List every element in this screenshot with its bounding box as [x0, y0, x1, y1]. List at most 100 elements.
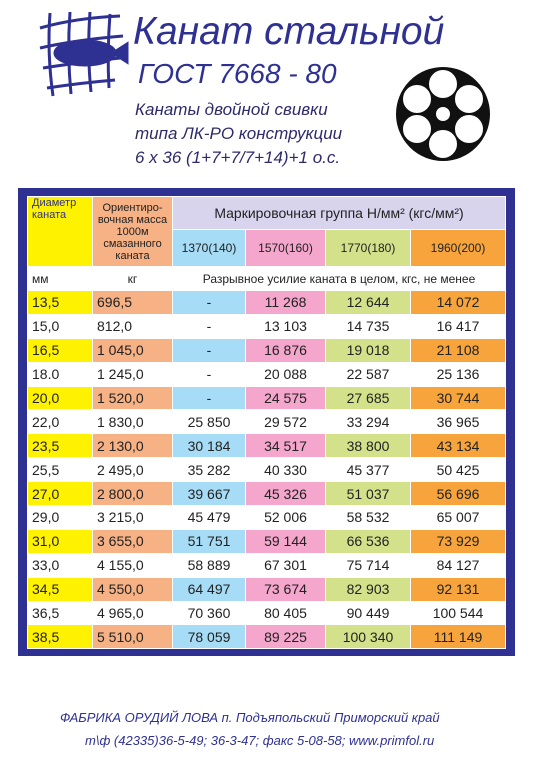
- force-cell: 14 735: [325, 313, 411, 339]
- size-cell: 29,0: [27, 505, 93, 530]
- force-cell: 19 018: [325, 337, 411, 363]
- force-cell: 100 544: [410, 600, 506, 626]
- size-cell: 13,5: [27, 290, 93, 315]
- size-cell: 18.0: [27, 361, 93, 387]
- size-cell: 1 830,0: [92, 409, 173, 435]
- footer-line: ФАБРИКА ОРУДИЙ ЛОВА п. Подъяпольский При…: [60, 710, 440, 725]
- force-cell: 84 127: [410, 552, 506, 578]
- size-cell: 25,5: [27, 457, 93, 483]
- grade-header: 1960(200): [410, 229, 506, 267]
- size-cell: 1 245,0: [92, 361, 173, 387]
- force-cell: 89 225: [245, 624, 326, 650]
- force-cell: 51 037: [325, 481, 411, 507]
- force-cell: -: [172, 313, 246, 339]
- size-cell: 16,5: [27, 337, 93, 363]
- table-row: 13,5 696,5-11 268 12 644 14 072: [27, 290, 506, 315]
- description-line: типа ЛК-РО конструкции: [135, 124, 343, 143]
- force-cell: 16 876: [245, 337, 326, 363]
- unit-cell: кг: [92, 266, 173, 291]
- table-row: 31,0 3 655,0 51 751 59 144 66 536 73 929: [27, 528, 506, 554]
- force-cell: -: [172, 385, 246, 411]
- description: Канаты двойной свивки типа ЛК-РО констру…: [135, 98, 342, 170]
- grade-header: 1370(140): [172, 229, 246, 267]
- force-cell: 65 007: [410, 505, 506, 530]
- force-cell: 78 059: [172, 624, 246, 650]
- force-cell: 25 850: [172, 409, 246, 435]
- title: Канат стальной: [133, 10, 445, 53]
- force-cell: 24 575: [245, 385, 326, 411]
- force-cell: 111 149: [410, 624, 506, 650]
- size-cell: 1 045,0: [92, 337, 173, 363]
- force-cell: 27 685: [325, 385, 411, 411]
- force-cell: 35 282: [172, 457, 246, 483]
- force-cell: 73 674: [245, 576, 326, 602]
- size-cell: 23,5: [27, 433, 93, 459]
- footer-line: т\ф (42335)36-5-49; 36-3-47; факс 5-08-5…: [85, 733, 435, 748]
- table-row: 34,5 4 550,0 64 497 73 674 82 903 92 131: [27, 576, 506, 602]
- unit-cell: Разрывное усилие каната в целом, кгс, не…: [172, 266, 506, 291]
- size-cell: 36,5: [27, 600, 93, 626]
- table-row: 27,0 2 800,0 39 667 45 326 51 037 56 696: [27, 481, 506, 507]
- force-cell: 45 326: [245, 481, 326, 507]
- force-cell: 38 800: [325, 433, 411, 459]
- force-cell: 25 136: [410, 361, 506, 387]
- force-cell: 21 108: [410, 337, 506, 363]
- force-cell: 70 360: [172, 600, 246, 626]
- description-line: Канаты двойной свивки: [135, 100, 328, 119]
- table-row: 33,0 4 155,0 58 889 67 301 75 714 84 127: [27, 552, 506, 578]
- force-cell: 92 131: [410, 576, 506, 602]
- force-cell: -: [172, 361, 246, 387]
- size-cell: 696,5: [92, 290, 173, 315]
- logo: [39, 11, 129, 97]
- table-row: 29,0 3 215,0 45 479 52 006 58 532 65 007: [27, 505, 506, 530]
- force-cell: 80 405: [245, 600, 326, 626]
- size-cell: 2 130,0: [92, 433, 173, 459]
- size-cell: 3 215,0: [92, 505, 173, 530]
- force-cell: 20 088: [245, 361, 326, 387]
- size-cell: 20,0: [27, 385, 93, 411]
- force-cell: 43 134: [410, 433, 506, 459]
- force-cell: 11 268: [245, 290, 326, 315]
- force-cell: 29 572: [245, 409, 326, 435]
- grade-header: 1770(180): [325, 229, 411, 267]
- force-cell: 33 294: [325, 409, 411, 435]
- force-cell: 56 696: [410, 481, 506, 507]
- force-cell: -: [172, 290, 246, 315]
- size-cell: 2 495,0: [92, 457, 173, 483]
- table-row: 16,5 1 045,0-16 876 19 018 21 108: [27, 337, 506, 363]
- size-cell: 15,0: [27, 313, 93, 339]
- force-cell: 12 644: [325, 290, 411, 315]
- force-cell: 45 377: [325, 457, 411, 483]
- force-cell: 30 184: [172, 433, 246, 459]
- size-cell: 5 510,0: [92, 624, 173, 650]
- header-cell: Ориентиро-вочная масса 1000м смазанного …: [92, 196, 173, 267]
- force-cell: 40 330: [245, 457, 326, 483]
- force-cell: 16 417: [410, 313, 506, 339]
- force-cell: 73 929: [410, 528, 506, 554]
- standard: ГОСТ 7668 - 80: [138, 58, 337, 89]
- table-row: 18.0 1 245,0-20 088 22 587 25 136: [27, 361, 506, 387]
- spec-table: Диаметр каната Ориентиро-вочная масса 100…: [27, 196, 506, 650]
- force-cell: 82 903: [325, 576, 411, 602]
- header-cell: Диаметр каната: [27, 196, 93, 267]
- table-row: 20,0 1 520,0-24 575 27 685 30 744: [27, 385, 506, 411]
- force-cell: 39 667: [172, 481, 246, 507]
- size-cell: 34,5: [27, 576, 93, 602]
- table-row: мм кг Разрывное усилие каната в целом, кгс…: [27, 266, 506, 291]
- table-row: 36,5 4 965,0 70 360 80 405 90 449 100 544: [27, 600, 506, 626]
- size-cell: 4 550,0: [92, 576, 173, 602]
- size-cell: 38,5: [27, 624, 93, 650]
- force-cell: 52 006: [245, 505, 326, 530]
- force-cell: 50 425: [410, 457, 506, 483]
- force-cell: -: [172, 337, 246, 363]
- rope-section: [396, 67, 490, 161]
- force-cell: 66 536: [325, 528, 411, 554]
- force-cell: 75 714: [325, 552, 411, 578]
- force-cell: 34 517: [245, 433, 326, 459]
- grade-header: 1570(160): [245, 229, 326, 267]
- size-cell: 2 800,0: [92, 481, 173, 507]
- force-cell: 58 532: [325, 505, 411, 530]
- description-line: 6 x 36 (1+7+7/7+14)+1 о.с.: [135, 148, 341, 167]
- table-row: 38,5 5 510,0 78 059 89 225 100 340 111 149: [27, 624, 506, 650]
- force-cell: 59 144: [245, 528, 326, 554]
